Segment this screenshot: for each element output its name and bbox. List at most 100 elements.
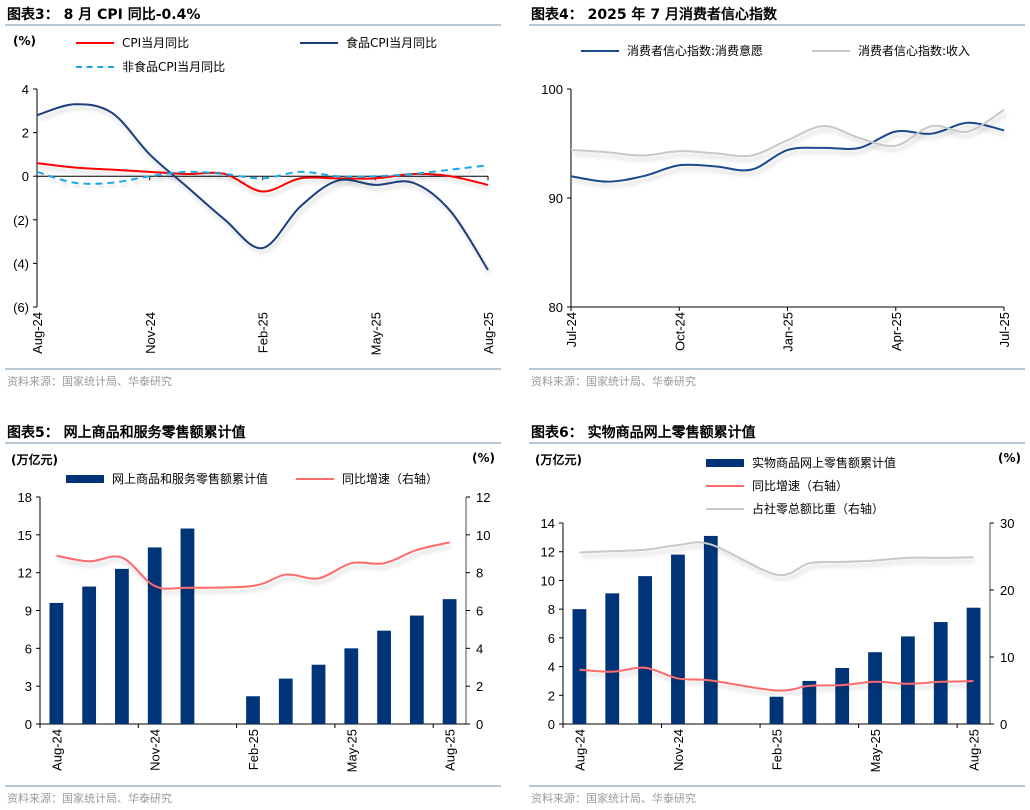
- y-tick-label: 80: [549, 300, 563, 315]
- y-tick-label: 9: [25, 604, 32, 619]
- chart5-right-unit: (%): [472, 451, 495, 465]
- y-tick-label: 0: [25, 717, 32, 732]
- bar: [278, 678, 293, 724]
- chart5-source: 资料来源：国家统计局、华泰研究: [7, 792, 172, 805]
- x-tick-label: Feb-25: [256, 312, 271, 353]
- y-tick-label: 90: [549, 191, 563, 206]
- x-tick-label: Jul-24: [564, 312, 579, 347]
- bar: [442, 599, 457, 724]
- x-tick-label: Nov-24: [671, 729, 686, 771]
- chart3-title: 图表3： 8 月 CPI 同比-0.4%: [7, 7, 201, 23]
- chart3-source-divider: [5, 368, 501, 370]
- x-tick-label: Nov-24: [143, 312, 158, 354]
- legend-label: 同比增速（右轴）: [752, 479, 849, 493]
- legend-swatch: [76, 65, 114, 68]
- chart6-right-unit: (%): [998, 451, 1021, 465]
- x-tick-label: Aug-25: [443, 729, 458, 771]
- bar: [409, 615, 424, 724]
- legend-swatch: [706, 507, 744, 510]
- bar: [868, 652, 882, 724]
- bar: [246, 696, 260, 724]
- bar: [180, 528, 195, 724]
- bar: [311, 664, 326, 724]
- y-tick-label: 0: [22, 169, 29, 184]
- y-tick-label: 6: [25, 641, 32, 656]
- x-tick-label: Feb-25: [770, 729, 785, 770]
- chart6-source: 资料来源：国家统计局、华泰研究: [531, 792, 696, 805]
- bar: [933, 622, 948, 724]
- legend-label: 占社零总额比重（右轴）: [752, 502, 885, 516]
- bar: [769, 696, 784, 724]
- series-line-1: [570, 108, 1005, 158]
- x-tick-label: Aug-25: [481, 312, 496, 354]
- chart6-legend-share: 占社零总额比重（右轴）: [706, 500, 884, 517]
- y2-tick-label: 2: [476, 679, 483, 694]
- x-tick-label: Feb-25: [246, 729, 261, 770]
- y2-tick-label: 10: [1000, 650, 1014, 665]
- chart6-legend-bars: 实物商品网上零售额累计值: [706, 454, 896, 471]
- y2-tick-label: 4: [476, 641, 483, 656]
- y-tick-label: 2: [22, 126, 29, 141]
- series-line-0: [36, 162, 489, 193]
- series-line-1: [579, 666, 974, 692]
- y-tick-label: (4): [13, 256, 29, 271]
- series-line-1: [36, 103, 489, 271]
- chart5-legend-growth: 同比增速（右轴）: [296, 470, 438, 487]
- y-tick-label: 14: [541, 516, 555, 531]
- x-tick-label: May-25: [368, 312, 383, 355]
- x-tick-label: Jan-25: [781, 312, 796, 352]
- legend-swatch: [66, 474, 104, 483]
- chart5-plot: 18 15 12 9 6 3 0 12 10 8 6 4 2 0 Aug-24 Nov-24 Feb-25 May…: [18, 490, 491, 772]
- bar: [703, 535, 718, 724]
- chart3-unit-label: (%): [13, 34, 36, 48]
- x-tick-label: Jul-25: [997, 312, 1012, 347]
- bar: [802, 680, 817, 724]
- y-tick-label: 6: [548, 631, 555, 646]
- x-tick-label: Aug-24: [30, 312, 45, 354]
- chart3-legend-cpi: CPI当月同比: [76, 34, 189, 51]
- bar: [49, 602, 64, 724]
- chart3-legend-nonfood: 非食品CPI当月同比: [76, 58, 225, 75]
- x-tick-label: May-25: [344, 729, 359, 772]
- chart4-source: 资料来源：国家统计局、华泰研究: [531, 375, 696, 388]
- chart6-title: 图表6： 实物商品网上零售额累计值: [531, 425, 756, 441]
- bar: [572, 609, 587, 724]
- legend-swatch: [706, 484, 744, 487]
- bar: [115, 568, 129, 724]
- x-tick-label: Aug-24: [572, 729, 587, 771]
- series-line-2: [36, 164, 489, 185]
- chart3-title-divider: [5, 24, 501, 26]
- chart4-source-divider: [529, 368, 1025, 370]
- chart5-title: 图表5： 网上商品和服务零售额累计值: [7, 425, 246, 441]
- chart3-legend-food: 食品CPI当月同比: [300, 34, 437, 51]
- chart6-legend-growth: 同比增速（右轴）: [706, 477, 848, 494]
- y-tick-label: 18: [18, 490, 32, 505]
- chart4-legend-willingness: 消费者信心指数:消费意愿: [581, 42, 763, 59]
- y-tick-label: 12: [18, 566, 32, 581]
- bar: [966, 607, 981, 724]
- x-tick-label: Apr-25: [889, 312, 904, 351]
- y2-tick-label: 0: [1000, 717, 1007, 732]
- y2-tick-label: 30: [1000, 516, 1014, 531]
- legend-swatch: [812, 49, 850, 52]
- x-tick-label: Aug-25: [967, 729, 982, 771]
- bar: [605, 593, 620, 724]
- chart6-source-divider: [529, 785, 1025, 787]
- bar: [344, 648, 359, 724]
- y-tick-label: 0: [548, 717, 555, 732]
- y2-tick-label: 8: [476, 566, 483, 581]
- legend-label: 食品CPI当月同比: [346, 36, 438, 50]
- chart5-left-unit: (万亿元): [11, 453, 58, 467]
- y-tick-label: 100: [541, 82, 563, 97]
- legend-label: CPI当月同比: [122, 36, 190, 50]
- bar: [638, 576, 653, 724]
- bar: [671, 554, 685, 724]
- legend-label: 同比增速（右轴）: [342, 472, 439, 486]
- legend-swatch: [581, 49, 619, 52]
- bar: [900, 636, 915, 724]
- y-tick-label: 12: [541, 545, 555, 560]
